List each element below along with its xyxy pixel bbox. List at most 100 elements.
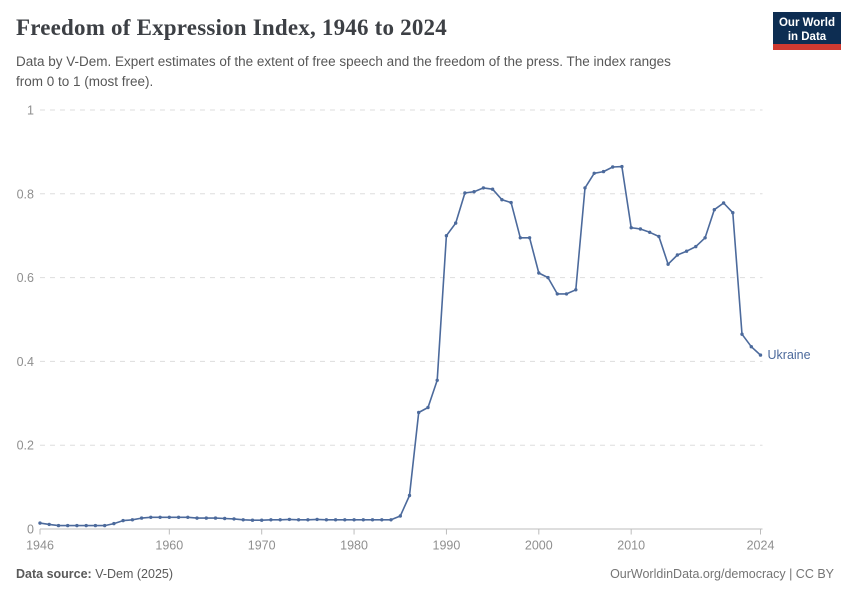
data-point-marker [611,165,615,169]
data-point-marker [370,518,375,522]
data-point-marker [149,515,153,519]
data-point-marker [592,171,596,175]
data-point-marker [712,208,716,212]
data-point-marker [648,230,652,234]
data-point-marker [260,518,264,522]
data-point-marker [315,517,319,522]
data-point-marker [158,515,162,519]
data-point-marker [47,522,51,527]
data-point-marker [361,518,365,522]
owid-logo-line2: in Data [787,31,827,43]
data-point-marker [232,517,236,521]
chart-title: Freedom of Expression Index, 1946 to 202… [16,15,447,40]
x-axis-tick-label: 1970 [248,539,276,553]
data-point-marker [583,186,587,190]
data-source-value: V-Dem (2025) [95,567,174,581]
data-point-marker [121,518,125,523]
data-point-marker [703,236,707,240]
data-point-marker [93,523,98,528]
data-point-marker [112,521,116,526]
y-axis-tick-label: 0.2 [17,439,34,453]
y-axis-tick-label: 0.6 [17,271,34,285]
owid-logo-line1: Our World [778,17,835,29]
data-point-marker [380,518,384,522]
data-source: Data source: V-Dem (2025) [16,567,173,581]
data-point-marker [56,523,61,528]
data-point-marker [490,187,495,191]
data-point-marker [758,353,763,357]
data-point-marker [213,516,218,520]
data-point-marker [398,514,402,518]
data-point-marker [167,515,171,519]
data-point-marker [130,518,135,522]
data-point-marker [176,515,181,519]
data-point-marker [250,518,255,522]
series-line [39,165,762,527]
data-point-marker [435,378,439,382]
series-end-label: Ukraine [768,348,811,362]
x-axis-tick-label: 1990 [433,539,461,553]
data-point-marker [186,515,190,519]
data-point-marker [352,518,356,522]
data-point-marker [66,523,70,528]
x-axis-tick-label: 2000 [525,539,553,553]
data-point-marker [139,516,144,520]
data-point-marker [527,236,532,240]
data-point-marker [684,249,689,253]
data-point-marker [472,190,476,194]
data-point-marker [454,221,458,225]
data-point-marker [666,262,670,266]
data-point-marker [555,292,559,296]
data-point-marker [333,518,338,522]
data-point-marker [463,191,467,195]
data-point-marker [574,288,578,292]
chart-subtitle: Data by V-Dem. Expert estimates of the e… [16,54,671,89]
data-point-marker [278,518,282,522]
x-axis-tick-label: 2024 [747,539,775,553]
x-axis-tick-label: 2010 [617,539,645,553]
data-point-marker [694,244,698,249]
data-point-marker [389,518,393,522]
data-point-marker [324,518,329,522]
data-point-marker [518,236,522,240]
y-axis-tick-label: 0.4 [17,355,34,369]
data-point-marker [500,198,504,202]
data-point-marker [509,200,513,205]
data-point-marker [721,201,726,205]
data-point-marker [740,332,744,336]
y-axis-tick-label: 1 [27,104,34,118]
y-axis-tick-label: 0 [27,523,34,537]
footer-link[interactable]: OurWorldinData.org/democracy | CC BY [610,567,834,581]
owid-logo[interactable]: Our World in Data [773,12,841,50]
x-axis-tick-label: 1980 [340,539,368,553]
data-point-marker [620,164,624,169]
data-point-marker [537,271,541,275]
data-point-marker [306,518,310,522]
data-point-marker [296,518,301,522]
data-point-marker [638,227,643,231]
data-point-marker [75,523,79,528]
data-point-marker [601,169,606,174]
data-point-marker [731,211,735,215]
data-point-marker [241,518,245,522]
data-point-marker [407,493,412,498]
data-point-marker [204,516,208,520]
data-source-label: Data source: [16,567,92,581]
data-point-marker [426,405,430,410]
data-point-marker [84,523,88,528]
data-point-marker [223,516,227,521]
data-point-marker [564,292,569,296]
data-point-marker [103,523,107,528]
data-point-marker [546,275,550,280]
data-point-marker [675,253,680,257]
data-point-marker [749,345,753,349]
x-axis-tick-label: 1960 [155,539,183,553]
data-point-marker [417,410,421,415]
x-axis-tick-label: 1946 [26,539,54,553]
data-point-marker [343,518,347,522]
data-point-marker [38,521,42,525]
y-axis-tick-label: 0.8 [17,187,34,201]
data-point-marker [269,518,273,522]
